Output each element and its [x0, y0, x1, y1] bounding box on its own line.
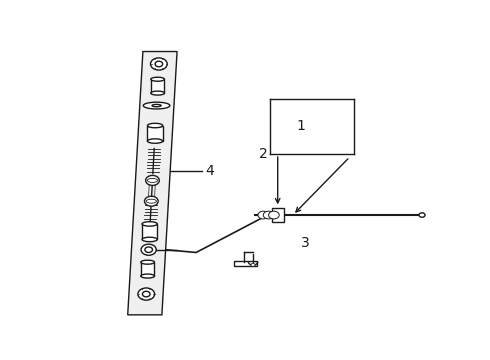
Polygon shape — [128, 51, 177, 315]
Ellipse shape — [147, 123, 163, 128]
Circle shape — [141, 244, 156, 255]
Circle shape — [258, 211, 269, 219]
Bar — [272, 208, 284, 222]
Bar — [151, 79, 165, 93]
Circle shape — [143, 291, 150, 297]
Ellipse shape — [143, 102, 170, 109]
Ellipse shape — [141, 274, 154, 278]
Circle shape — [150, 58, 167, 70]
Text: 2: 2 — [259, 147, 268, 161]
Text: 4: 4 — [206, 164, 214, 178]
Ellipse shape — [141, 260, 154, 264]
Circle shape — [145, 247, 152, 252]
Ellipse shape — [142, 237, 157, 242]
Circle shape — [269, 211, 279, 219]
Bar — [234, 261, 257, 266]
Bar — [142, 224, 157, 239]
Circle shape — [145, 196, 158, 206]
Bar — [141, 262, 154, 276]
Text: 3: 3 — [300, 236, 309, 250]
Ellipse shape — [142, 222, 157, 226]
Circle shape — [155, 61, 163, 67]
Ellipse shape — [152, 104, 161, 107]
Circle shape — [138, 288, 154, 300]
Bar — [147, 126, 163, 141]
Text: 1: 1 — [297, 120, 306, 133]
Ellipse shape — [147, 139, 163, 143]
Ellipse shape — [151, 77, 165, 81]
Circle shape — [263, 211, 274, 219]
Ellipse shape — [151, 91, 165, 95]
Ellipse shape — [251, 264, 255, 266]
Circle shape — [419, 213, 425, 217]
Circle shape — [146, 175, 159, 185]
